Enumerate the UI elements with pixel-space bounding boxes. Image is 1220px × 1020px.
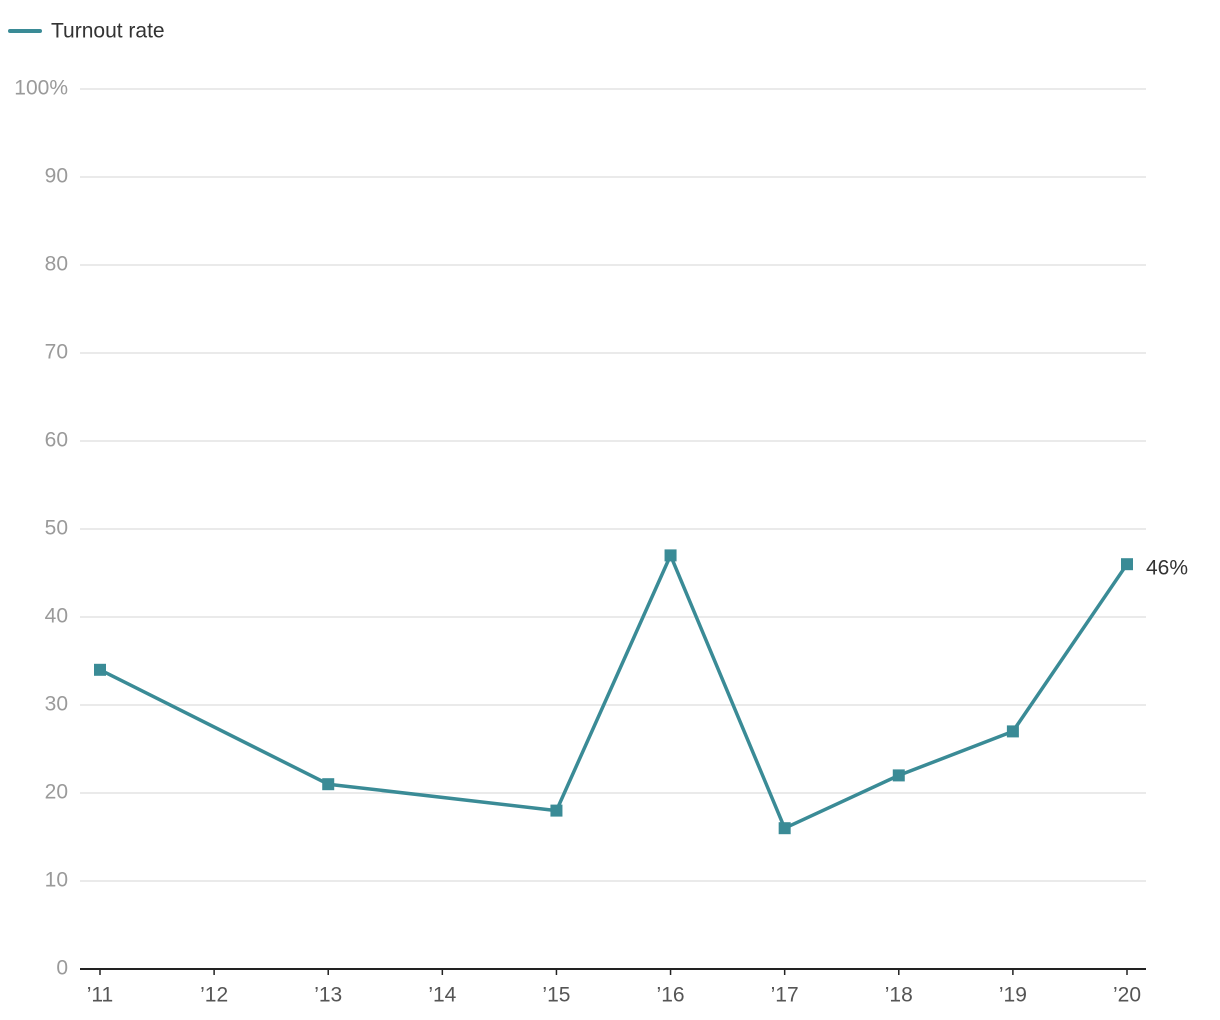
value-label: 46% — [1146, 557, 1188, 580]
x-tick-label: ’17 — [771, 984, 799, 1007]
marker — [664, 549, 677, 562]
marker — [322, 778, 335, 791]
y-tick-label: 50 — [45, 517, 68, 540]
y-tick-label: 90 — [45, 165, 68, 188]
x-tick-label: ’11 — [87, 984, 113, 1007]
marker — [94, 663, 106, 676]
legend-label: Turnout rate — [51, 20, 165, 43]
y-tick-label: 70 — [45, 341, 68, 364]
x-tick-label: ’13 — [314, 984, 342, 1007]
y-tick-label: 20 — [45, 781, 68, 804]
x-tick-label: ’16 — [657, 984, 685, 1007]
x-tick-label: ’14 — [428, 984, 456, 1007]
marker — [892, 769, 905, 782]
y-tick-label: 0 — [56, 957, 68, 980]
y-tick-label: 30 — [45, 693, 68, 716]
y-tick-label: 80 — [45, 253, 68, 276]
y-tick-label: 40 — [45, 605, 68, 628]
x-tick-label: ’12 — [200, 984, 228, 1007]
x-tick-label: ’20 — [1113, 984, 1141, 1007]
marker — [1121, 558, 1133, 571]
marker — [778, 822, 791, 835]
x-tick-label: ’19 — [999, 984, 1027, 1007]
y-tick-label: 10 — [45, 869, 68, 892]
marker — [1006, 725, 1019, 738]
x-tick-label: ’15 — [542, 984, 570, 1007]
x-tick-label: ’18 — [885, 984, 913, 1007]
line — [99, 553, 1129, 830]
marker — [550, 804, 563, 817]
y-tick-label: 60 — [45, 429, 68, 452]
y-tick-label: 100% — [14, 77, 68, 100]
